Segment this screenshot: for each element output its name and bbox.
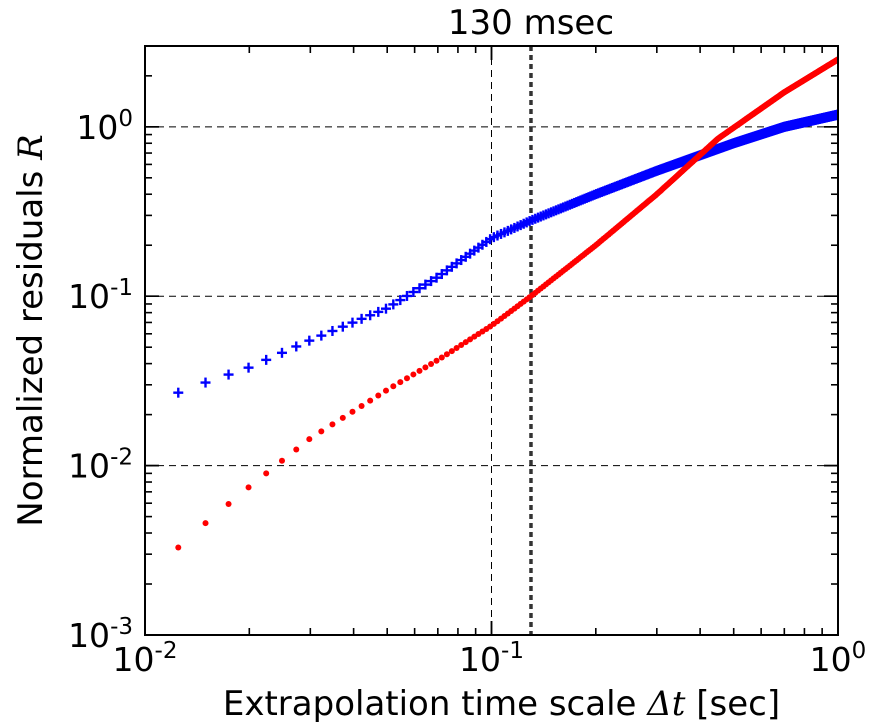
series-2-dot-marker <box>422 364 429 371</box>
grid <box>145 46 838 635</box>
series-1-plus-marker <box>401 290 412 301</box>
series-1-plus-marker <box>365 310 376 321</box>
series-2-dot-marker <box>245 484 252 491</box>
series-2-dot-marker <box>318 428 325 435</box>
y-tick-label: 10-1 <box>68 275 133 316</box>
series-2-dot-marker <box>263 470 270 477</box>
series-2-dot-marker <box>443 351 450 358</box>
series-2-dot-marker <box>382 387 389 394</box>
x-axis-label: Extrapolation time scale Δt [sec] <box>223 684 780 724</box>
series-2-dot-marker <box>175 544 182 551</box>
series-1-plus-marker <box>395 295 406 306</box>
series-2-dot-marker <box>397 379 404 386</box>
series-2-dot-marker <box>453 345 460 352</box>
series-2-dot-marker <box>462 339 469 346</box>
series-2-dot-marker <box>448 348 455 355</box>
series-1-plus-marker <box>408 287 419 298</box>
series-2-dot-marker <box>329 421 336 428</box>
series-1-plus-marker <box>414 283 425 294</box>
series-2-dot-marker <box>278 457 285 464</box>
series-2-dot-marker <box>428 361 435 368</box>
series-1-plus-marker <box>316 330 327 341</box>
series-1-plus-marker <box>436 269 447 280</box>
series-1-plus-marker <box>426 276 437 287</box>
series-1-plus-marker <box>356 313 367 324</box>
series-1-plus-marker <box>291 341 302 352</box>
series-2-dot-marker <box>202 520 209 527</box>
x-tick-label: 100 <box>810 638 867 679</box>
series-1-plus-marker <box>388 299 399 310</box>
y-tick-label: 10-3 <box>68 614 133 655</box>
series-1-plus-marker <box>200 377 211 388</box>
series-2-dot-marker <box>458 342 465 349</box>
series-1-plus-marker <box>223 369 234 380</box>
series-2-dot-marker <box>349 408 356 415</box>
x-tick-label: 10-2 <box>113 638 178 679</box>
series-1-plus-marker <box>304 335 315 346</box>
series-2-dot-marker <box>416 367 423 374</box>
series-1-plus-marker <box>420 279 431 290</box>
series-2-dot-marker <box>306 436 313 443</box>
y-axis-label: Normalized residuals R <box>11 134 51 526</box>
annotation-label: 130 msec <box>448 3 614 43</box>
plot-marks <box>173 56 838 551</box>
series-1-plus-marker <box>327 325 338 336</box>
series-1-plus-marker <box>380 303 391 314</box>
series-1-plus-marker <box>243 362 254 373</box>
series-2-dot-marker <box>375 392 382 399</box>
series-1-plus-marker <box>373 306 384 317</box>
series-2-dot-marker <box>225 501 232 508</box>
series-1-plus-marker <box>347 317 358 328</box>
series-2-dot-marker <box>433 357 440 364</box>
series-2-dot-marker <box>403 375 410 382</box>
series-2-dot-marker <box>293 446 300 453</box>
series-2-dot-marker <box>410 371 417 378</box>
axis-ticks <box>144 45 839 636</box>
series-1-plus-marker <box>833 109 838 120</box>
series-1-plus-marker <box>173 387 184 398</box>
y-tick-label: 10-2 <box>68 445 133 486</box>
series-1-plus-marker <box>337 321 348 332</box>
series-2-dot-marker <box>339 414 346 421</box>
series-2-dot-marker <box>367 397 374 404</box>
series-1-plus-marker <box>276 347 287 358</box>
series-1-plus-marker <box>431 272 442 283</box>
series-2-dot-marker <box>358 402 365 409</box>
series-2-dot-marker <box>438 354 445 361</box>
y-tick-label: 100 <box>76 106 133 147</box>
x-tick-label: 10-1 <box>459 638 524 679</box>
series-2-dot-marker <box>390 383 397 390</box>
series-1-plus-marker <box>261 354 272 365</box>
